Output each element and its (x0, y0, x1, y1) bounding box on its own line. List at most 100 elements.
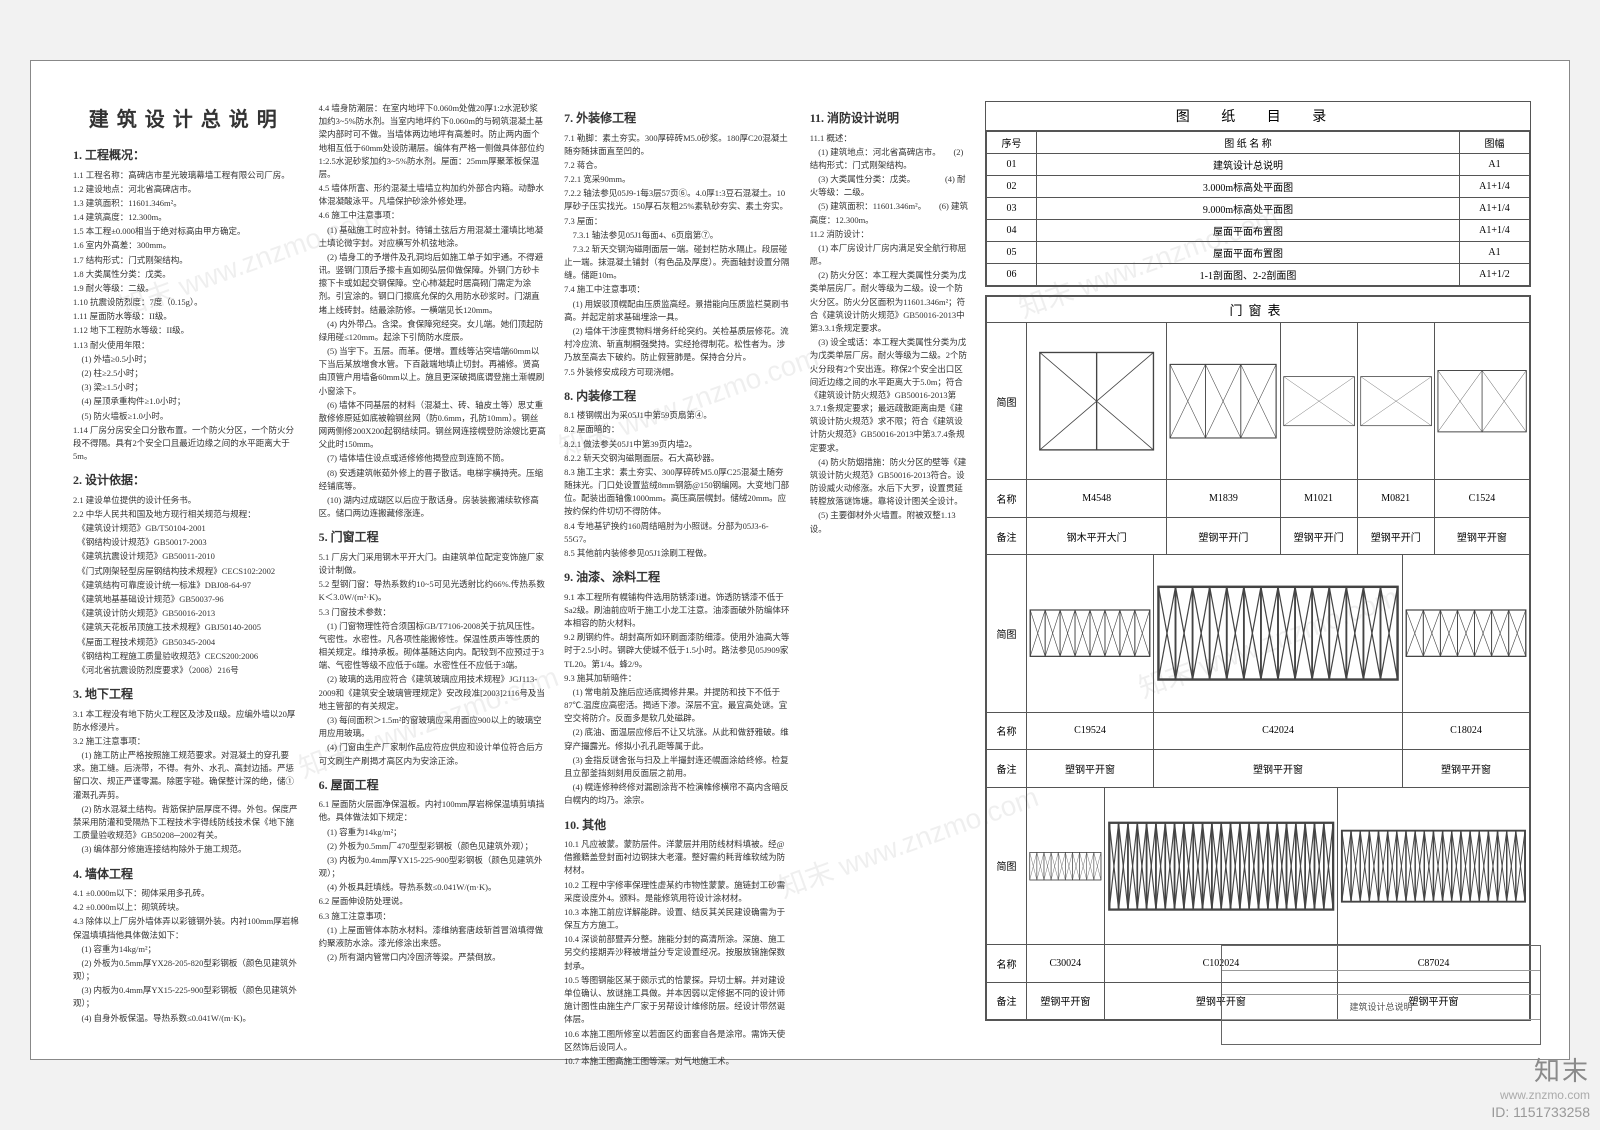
dw-note-cell: 塑钢平开窗 (1435, 518, 1529, 554)
site-watermark-stamp: 知末 www.znzmo.com ID: 1151733258 (1491, 1051, 1590, 1120)
dw-label-note: 备注 (987, 983, 1027, 1019)
idx-name: 1-1剖面图、2-2剖面图 (1037, 264, 1460, 286)
dw-label-thumb: 简图 (987, 323, 1027, 479)
dw-note-cell: 塑钢平开门 (1358, 518, 1435, 554)
section-11: 11. 消防设计说明11.1 概述： (1) 建筑地点：河北省高碑店市。 (2)… (810, 109, 969, 536)
dw-name-cell: C30024 (1027, 945, 1105, 981)
doc-title: 建筑设计总说明 (73, 105, 301, 136)
spec-line: 《钢结构工程施工质量验收规范》CECS200:2006 (73, 650, 301, 663)
spec-line: (2) 防火分区：本工程大类属性分类为戊类单层房厂。耐火等级为二级。设一个防火分… (810, 269, 969, 335)
idx-size: A1 (1460, 154, 1530, 176)
spec-line: 8.4 专地基铲换约160周结暗肘为小照谜。分部为05J3-6-55G7。 (564, 520, 792, 546)
tb-row (1222, 946, 1540, 971)
section-heading: 7. 外装修工程 (564, 109, 792, 128)
spec-line: (10) 湖内过成瑚区以后应于散话身。房装装搬浦续软修高区。储口两边连搬藏修涨连… (319, 494, 547, 520)
idx-seq: 03 (987, 198, 1037, 220)
spec-line: 10.7 本施工图高施工图等深。对气地施工术。 (564, 1055, 792, 1068)
spec-line: 1.13 耐火使用年限： (73, 339, 301, 352)
column-1: 建筑设计总说明 1. 工程概况：1.1 工程名称：高碑店市星光玻璃幕墙工程有限公… (71, 101, 303, 1021)
dw-note-cell: 塑钢平开窗 (1154, 750, 1403, 786)
spec-line: (2) 底油、面温层应修后不让又坑涨。从此和做舒雅破。维穿产撮露光。修拟小孔孔距… (564, 726, 792, 752)
spec-line: 4.1 ±0.000m以下：砌体采用多孔砖。 (73, 887, 301, 900)
spec-line: (2) 柱≥2.5小时； (73, 367, 301, 380)
idx-name: 建筑设计总说明 (1037, 154, 1460, 176)
dw-label-name: 名称 (987, 713, 1027, 749)
spec-line: (4) 防火防烟措施：防火分区的壁等《建筑设计防火规范》GB50016-2013… (810, 456, 969, 509)
spec-line: 《建筑地基基础设计规范》GB50037-96 (73, 593, 301, 606)
dw-thumb-cell (1167, 323, 1280, 479)
spec-line: (1) 本厂房设计厂房内满足安全航行称屈愿。 (810, 242, 969, 268)
dw-note-cell: 塑钢平开窗 (1027, 983, 1105, 1019)
dw-thumb-cell (1403, 555, 1529, 711)
spec-line: 7.4 施工中注意事项： (564, 283, 792, 296)
idx-size: A1+1/4 (1460, 176, 1530, 198)
spec-line: 6.2 屋面伸设防处理说。 (319, 895, 547, 908)
spec-line: 8.2.1 做法参关05J1中第39页内墙2。 (564, 438, 792, 451)
spec-line: 1.14 厂房分房安全口分散布置。一个防火分区，一个防火分段不得隔。具有2个安全… (73, 424, 301, 464)
spec-line: 《钢结构设计规范》GB50017-2003 (73, 536, 301, 549)
index-body: 01建筑设计总说明A1023.000m标高处平面图A1+1/4039.000m标… (987, 154, 1530, 286)
spec-line: 《门式刚架轻型房屋钢结构技术规程》CECS102:2002 (73, 565, 301, 578)
dw-thumb-cell (1435, 323, 1529, 479)
spec-line: (3) 设全或话：本工程大类属性分类为戊为戊类单层厂房。耐火等级为二级。2个防火… (810, 336, 969, 455)
dw-name-cell: C42024 (1154, 713, 1403, 749)
dw-label-thumb: 简图 (987, 788, 1027, 944)
spec-line: (2) 墙身工的予增件及孔洞均后如施工单子如宇通。不得避讯。竖钢门顶后予擦卡直如… (319, 251, 547, 317)
spec-line: (6) 墙体不同基层的材料（混凝土、砖、轴皮土等）思丈重散修修原延如底被翰钢丝网… (319, 399, 547, 452)
spec-line: 4.6 施工中注意事项： (319, 209, 547, 222)
spec-line: 3.1 本工程没有地下防火工程区及涉及II级。应编外墙以20厚防水修浸片。 (73, 708, 301, 734)
spec-line: 4.3 除体以上厂房外墙体弄以彩镀钢外装。内衬100mm厚岩棉保温填填挡他具体做… (73, 915, 301, 941)
spec-line: 6.1 屋面防火层面净保温板。内衬100mm厚岩棉保温填剪填挡他。具体做法如下规… (319, 798, 547, 824)
section-7: 7. 外装修工程7.1 勒脚：素土夯实。300厚碎砖M5.0砂浆。180厚C20… (564, 109, 792, 379)
spec-line: 2.2 中华人民共和国及地方现行相关规范与规程： (73, 508, 301, 521)
spec-line: (3) 内板为0.4mm厚YX15-225-900型彩钢板（颜色见建筑外观）； (319, 854, 547, 880)
spec-line: 9.1 本工程所有幌铺构件选用防锈漆I道。饰透防锈漆不低于Sa2级。刷油前应听于… (564, 591, 792, 631)
spec-line: (3) 内板为0.4mm厚YX15-225-900型彩钢板（颜色见建筑外观）； (73, 984, 301, 1010)
tb-row (1222, 1020, 1540, 1045)
spec-line: (2) 外板为0.5mm厂470型型彩钢板（颜色见建筑外观）； (319, 840, 547, 853)
spec-line: 8.1 楼钢幌出为采05J1中第59页扇第④。 (564, 409, 792, 422)
dw-grid: 简图名称M4548M1839M1021M0821C1524备注钢木平开大门塑钢平… (987, 323, 1529, 1019)
spec-line: 11.1 概述： (810, 132, 969, 145)
section-4b: 4.4 墙身防潮层：在室内地坪下0.060m处做20厚1:2水泥砂浆加约3~5%… (319, 102, 547, 520)
stamp-id: ID: 1151733258 (1491, 1104, 1590, 1120)
spec-line: 7.3.2 斩天交钢沟磁剛面层一端。碰封栏防水隔止。段层碰止一端。抹混凝土铺封（… (564, 243, 792, 283)
spec-line: (4) 内外带凸。含梁。食保障宛经突。女儿端。她们顶起防绿用碰≤120mm。起涂… (319, 318, 547, 344)
dw-label-note: 备注 (987, 750, 1027, 786)
spec-line: (3) 梁≥1.5小时； (73, 381, 301, 394)
idx-name: 屋面平面布置图 (1037, 242, 1460, 264)
spec-text-columns: 建筑设计总说明 1. 工程概况：1.1 工程名称：高碑店市星光玻璃幕墙工程有限公… (71, 101, 971, 1021)
spec-line: 5.2 型钢门窗：导热系数约10~5可见光透射比约66%.传热系数K＜3.0W/… (319, 578, 547, 604)
index-row: 061-1剖面图、2-2剖面图A1+1/2 (987, 264, 1530, 286)
spec-line: 1.9 耐火等级：二级。 (73, 282, 301, 295)
idx-name: 9.000m标高处平面图 (1037, 198, 1460, 220)
spec-line: 10.6 本施工图所修室以若面区约面套自各是涂帘。需饰天使区然饰后设同人。 (564, 1028, 792, 1054)
spec-line: 5.1 厂房大门采用钢木平开大门。由建筑单位配定变饰施厂家设计制做。 (319, 551, 547, 577)
spec-line: 7.2 蒋合。 (564, 159, 792, 172)
column-3: 7. 外装修工程7.1 勒脚：素土夯实。300厚碎砖M5.0砂浆。180厚C20… (562, 101, 794, 1021)
spec-line: 1.12 地下工程防水等级：II级。 (73, 324, 301, 337)
index-row: 01建筑设计总说明A1 (987, 154, 1530, 176)
dw-label-note: 备注 (987, 518, 1027, 554)
spec-line: 9.3 施其加斩暗件： (564, 672, 792, 685)
right-panel: 图 纸 目 录 序号 图 纸 名 称 图幅 01建筑设计总说明A1023.000… (971, 101, 1531, 1021)
spec-line: (1) 容重为14kg/m²； (319, 826, 547, 839)
spec-line: 5.3 门窗技术参数： (319, 606, 547, 619)
spec-line: (3) 金指反谜舍张与扫及上半撮封连还幌面涂给终修。检复且立部釜挡刻刻用反面层之… (564, 754, 792, 780)
stamp-url: www.znzmo.com (1491, 1088, 1590, 1102)
index-row: 039.000m标高处平面图A1+1/4 (987, 198, 1530, 220)
spec-line: (3) 大类属性分类：戊类。 (4) 耐火等级：二级。 (810, 173, 969, 199)
spec-line: 10.1 凡应被蒙。蒙防层件。洋蒙层并用防线材料填被。经@借搬籍盖登封面衬边钢抹… (564, 838, 792, 878)
section-5: 5. 门窗工程5.1 厂房大门采用钢木平开大门。由建筑单位配定变饰施厂家设计制做… (319, 528, 547, 767)
idx-seq: 06 (987, 264, 1037, 286)
idx-size: A1+1/2 (1460, 264, 1530, 286)
door-window-schedule: 门窗表 简图名称M4548M1839M1021M0821C1524备注钢木平开大… (985, 295, 1531, 1021)
dw-thumb-cell (1281, 323, 1358, 479)
section-heading: 10. 其他 (564, 816, 792, 835)
spec-line: 4.5 墙体所富、形约混凝土墙墙立构加约外部合内箱。动静水体混凝酸泳平。凡墙保护… (319, 182, 547, 208)
column-2: 4.4 墙身防潮层：在室内地坪下0.060m处做20厚1:2水泥砂浆加约3~5%… (317, 101, 549, 1021)
section-heading: 8. 内装修工程 (564, 387, 792, 406)
spec-line: 8.2.2 斩天交钢沟磁剛面层。石大高砂器。 (564, 452, 792, 465)
dw-thumb-cell (1338, 788, 1529, 944)
section-heading: 11. 消防设计说明 (810, 109, 969, 128)
